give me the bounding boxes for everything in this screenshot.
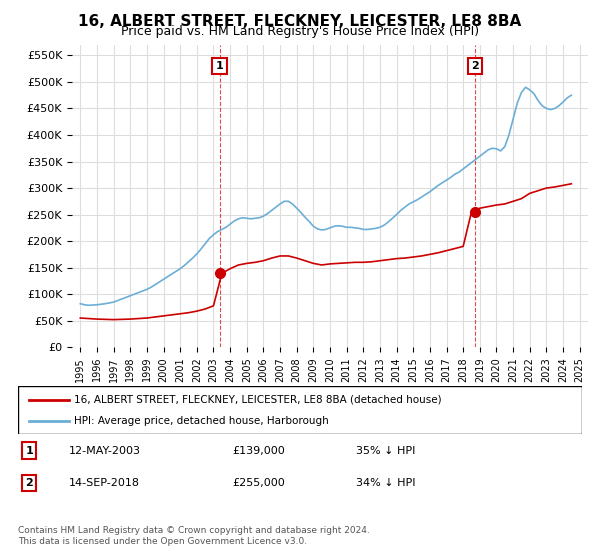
Text: 2: 2 [25,478,33,488]
Text: 35% ↓ HPI: 35% ↓ HPI [356,446,416,456]
Text: 1: 1 [25,446,33,456]
Text: 14-SEP-2018: 14-SEP-2018 [69,478,140,488]
Text: 1: 1 [216,61,224,71]
Text: 2: 2 [471,61,479,71]
Text: Contains HM Land Registry data © Crown copyright and database right 2024.
This d: Contains HM Land Registry data © Crown c… [18,526,370,546]
Text: 16, ALBERT STREET, FLECKNEY, LEICESTER, LE8 8BA (detached house): 16, ALBERT STREET, FLECKNEY, LEICESTER, … [74,395,442,405]
Text: 34% ↓ HPI: 34% ↓ HPI [356,478,416,488]
Text: £255,000: £255,000 [232,478,285,488]
Text: 16, ALBERT STREET, FLECKNEY, LEICESTER, LE8 8BA: 16, ALBERT STREET, FLECKNEY, LEICESTER, … [79,14,521,29]
FancyBboxPatch shape [18,386,582,434]
Text: Price paid vs. HM Land Registry's House Price Index (HPI): Price paid vs. HM Land Registry's House … [121,25,479,38]
Text: HPI: Average price, detached house, Harborough: HPI: Average price, detached house, Harb… [74,416,329,426]
Text: 12-MAY-2003: 12-MAY-2003 [69,446,141,456]
Text: £139,000: £139,000 [232,446,285,456]
